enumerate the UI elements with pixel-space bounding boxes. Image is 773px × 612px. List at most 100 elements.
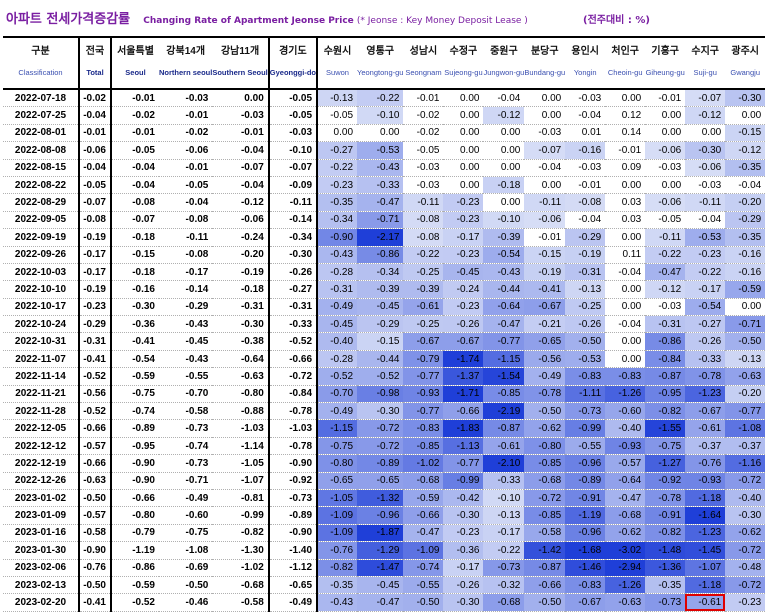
rate-cell: -1.13	[443, 437, 484, 456]
rate-cell: -0.66	[524, 576, 566, 595]
row-date: 2023-02-20	[3, 593, 80, 612]
rate-cell: -0.73	[483, 559, 525, 577]
rate-cell: -3.02	[605, 541, 646, 560]
rate-cell: -0.83	[565, 576, 606, 595]
rate-cell: 0.00	[645, 106, 686, 125]
rate-cell: -0.95	[111, 437, 159, 456]
rate-cell: -0.50	[79, 489, 112, 508]
rate-cell: -0.28	[317, 263, 358, 282]
rate-cell: -0.29	[159, 298, 213, 317]
row-date: 2022-07-18	[3, 89, 80, 108]
rate-cell: -1.26	[605, 576, 646, 595]
rate-cell: -1.03	[268, 419, 319, 438]
rate-cell: -0.09	[268, 176, 319, 195]
table-row: 2022-12-19 -0.66 -0.90 -0.73 -1.05 -0.90 -0.80…	[3, 454, 766, 473]
rate-cell: -0.30	[725, 506, 766, 525]
rate-cell: 0.00	[357, 124, 404, 143]
table-row: 2022-09-05 -0.08 -0.07 -0.08 -0.06 -0.14 -0.34…	[3, 211, 766, 230]
rate-cell: -1.11	[565, 385, 606, 404]
rate-cell: -0.49	[268, 593, 319, 612]
rate-cell: -0.19	[79, 280, 112, 299]
rate-cell: -0.80	[317, 454, 358, 473]
row-date: 2022-11-07	[3, 350, 80, 369]
rate-cell: -0.04	[79, 159, 112, 177]
rate-cell: -0.69	[159, 559, 213, 577]
rate-cell: -0.34	[268, 228, 319, 247]
rate-cell: -1.09	[317, 506, 358, 525]
rate-cell: -0.43	[317, 593, 358, 612]
rate-cell: -1.02	[212, 559, 270, 577]
rate-cell: -0.02	[159, 124, 213, 143]
rate-cell: -0.37	[725, 437, 766, 456]
rate-cell: -0.26	[443, 315, 484, 334]
rate-cell: -0.68	[524, 472, 566, 490]
rate-cell: -0.79	[111, 524, 159, 543]
rate-cell: -0.85	[483, 385, 525, 404]
table-row: 2022-08-01 -0.01 -0.01 -0.02 -0.01 -0.03 0.00 0…	[3, 124, 766, 143]
rate-cell: -0.03	[159, 89, 213, 108]
rate-cell: -0.79	[403, 350, 444, 369]
rate-cell: -0.66	[443, 402, 484, 421]
rate-cell: -0.78	[268, 437, 319, 456]
table-row: 2022-07-18 -0.02 -0.01 -0.03 0.00 -0.05 -0.13-…	[3, 89, 766, 108]
rate-cell: -1.05	[317, 489, 358, 508]
rate-cell: -0.44	[357, 350, 404, 369]
rate-cell: -0.04	[524, 159, 566, 177]
rate-cell: -0.06	[645, 193, 686, 212]
rate-cell: -1.12	[268, 559, 319, 577]
rate-cell: -1.48	[645, 541, 686, 560]
rate-cell: -0.56	[524, 350, 566, 369]
rate-cell: -0.21	[524, 315, 566, 334]
rate-cell: -0.17	[443, 559, 484, 577]
rate-cell: -0.47	[645, 263, 686, 282]
table-row: 2022-12-26 -0.63 -0.90 -0.71 -1.07 -0.92 -0.65…	[3, 472, 766, 490]
rate-cell: -0.03	[403, 176, 444, 195]
rate-cell: -0.04	[565, 106, 606, 125]
rate-cell: -0.24	[212, 228, 270, 247]
table-row: 2022-11-14 -0.52 -0.59 -0.55 -0.63 -0.72 -0.52…	[3, 367, 766, 386]
rate-cell: -0.11	[403, 193, 444, 212]
rate-cell: -0.43	[159, 315, 213, 334]
rate-cell: -0.39	[357, 280, 404, 299]
rate-cell: -0.06	[212, 211, 270, 230]
rate-cell: -0.26	[268, 263, 319, 282]
rate-cell: -0.68	[403, 472, 444, 490]
rate-cell: -0.17	[79, 246, 112, 264]
row-date: 2022-11-21	[3, 385, 80, 404]
rate-cell: -1.18	[685, 489, 726, 508]
rate-cell: -0.08	[565, 193, 606, 212]
rate-cell: 0.00	[725, 106, 766, 125]
table-row: 2022-08-22 -0.05 -0.04 -0.05 -0.04 -0.09 -0.23…	[3, 176, 766, 195]
header-en-0: Classification	[3, 57, 80, 90]
rate-cell: -0.17	[79, 263, 112, 282]
rate-cell: -0.18	[212, 280, 270, 299]
rate-cell: -0.90	[111, 454, 159, 473]
rate-cell: -0.02	[111, 106, 159, 125]
rate-cell: -0.14	[268, 211, 319, 230]
rate-cell: 0.00	[685, 124, 726, 143]
rate-cell: -0.18	[111, 263, 159, 282]
rate-cell: -0.64	[483, 298, 525, 317]
rate-cell: 0.00	[524, 89, 566, 108]
rate-cell: -0.74	[159, 437, 213, 456]
rate-cell: -0.49	[159, 489, 213, 508]
rate-cell: -0.13	[565, 280, 606, 299]
rate-cell: -0.53	[357, 141, 404, 160]
rate-cell: -0.01	[645, 89, 686, 108]
rate-cell: -0.15	[357, 332, 404, 351]
rate-cell: -0.58	[79, 524, 112, 543]
rate-cell: -0.67	[685, 402, 726, 421]
rate-cell: -0.04	[111, 176, 159, 195]
row-date: 2022-08-01	[3, 124, 80, 143]
rate-cell: -0.68	[605, 506, 646, 525]
rate-cell: -0.66	[403, 506, 444, 525]
rate-cell: -0.35	[725, 159, 766, 177]
header-row-korean: 구분 전국 서울특별 강북14개 강남11개 경기도 수원시 영통구 성남시 수정구 중원구 분당구 용…	[3, 36, 766, 57]
header-ko-11: 분당구	[524, 36, 566, 57]
rate-cell: -1.15	[317, 419, 358, 438]
rate-cell: -0.99	[443, 472, 484, 490]
rate-cell: 0.00	[605, 298, 646, 317]
rate-cell: 0.00	[443, 124, 484, 143]
rate-cell: -0.36	[443, 541, 484, 560]
rate-cell: -0.03	[565, 89, 606, 108]
